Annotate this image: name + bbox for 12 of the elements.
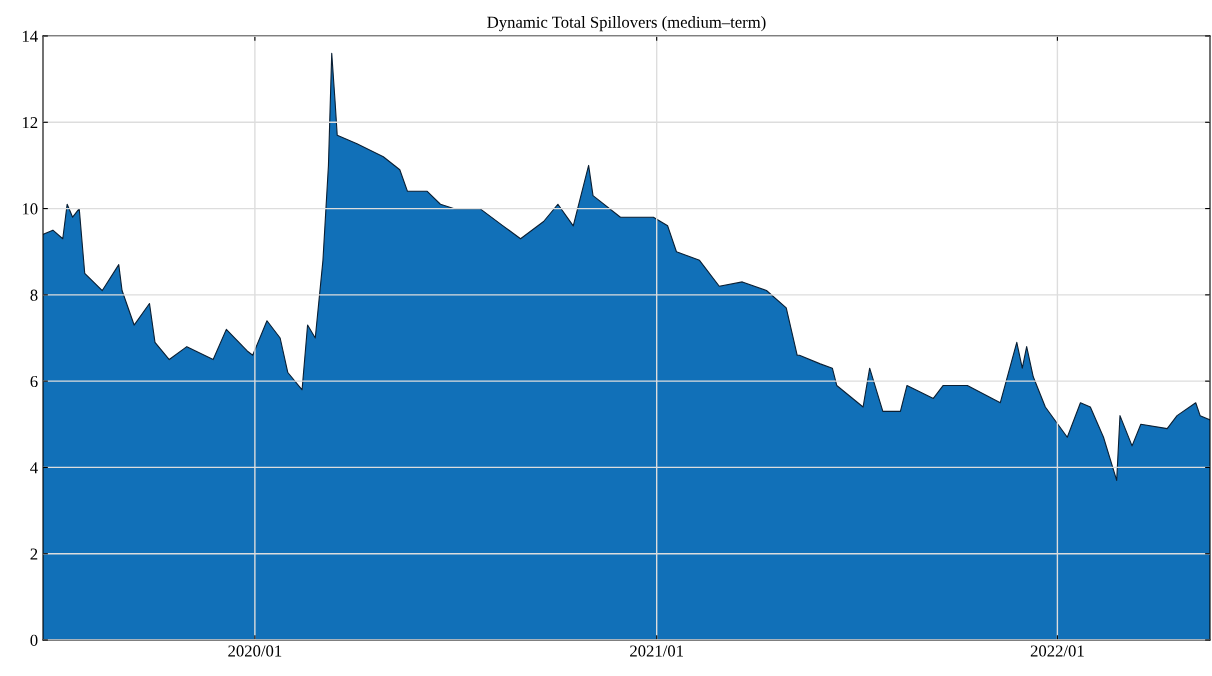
- y-tick-label: 4: [30, 462, 38, 474]
- chart-title: Dynamic Total Spillovers (medium–term): [487, 16, 766, 32]
- y-tick-label: 6: [30, 375, 38, 388]
- y-tick-label: 2: [30, 548, 38, 560]
- y-tick-label: 0: [30, 634, 38, 646]
- x-tick-label: 2020/01: [228, 645, 282, 657]
- x-tick-label: 2021/01: [630, 645, 684, 657]
- y-tick-label: 12: [22, 117, 38, 129]
- y-tick-label: 14: [22, 30, 38, 42]
- y-tick-label: 8: [30, 289, 38, 301]
- y-tick-label: 10: [22, 203, 38, 215]
- x-tick-label: 2022/01: [1030, 645, 1084, 657]
